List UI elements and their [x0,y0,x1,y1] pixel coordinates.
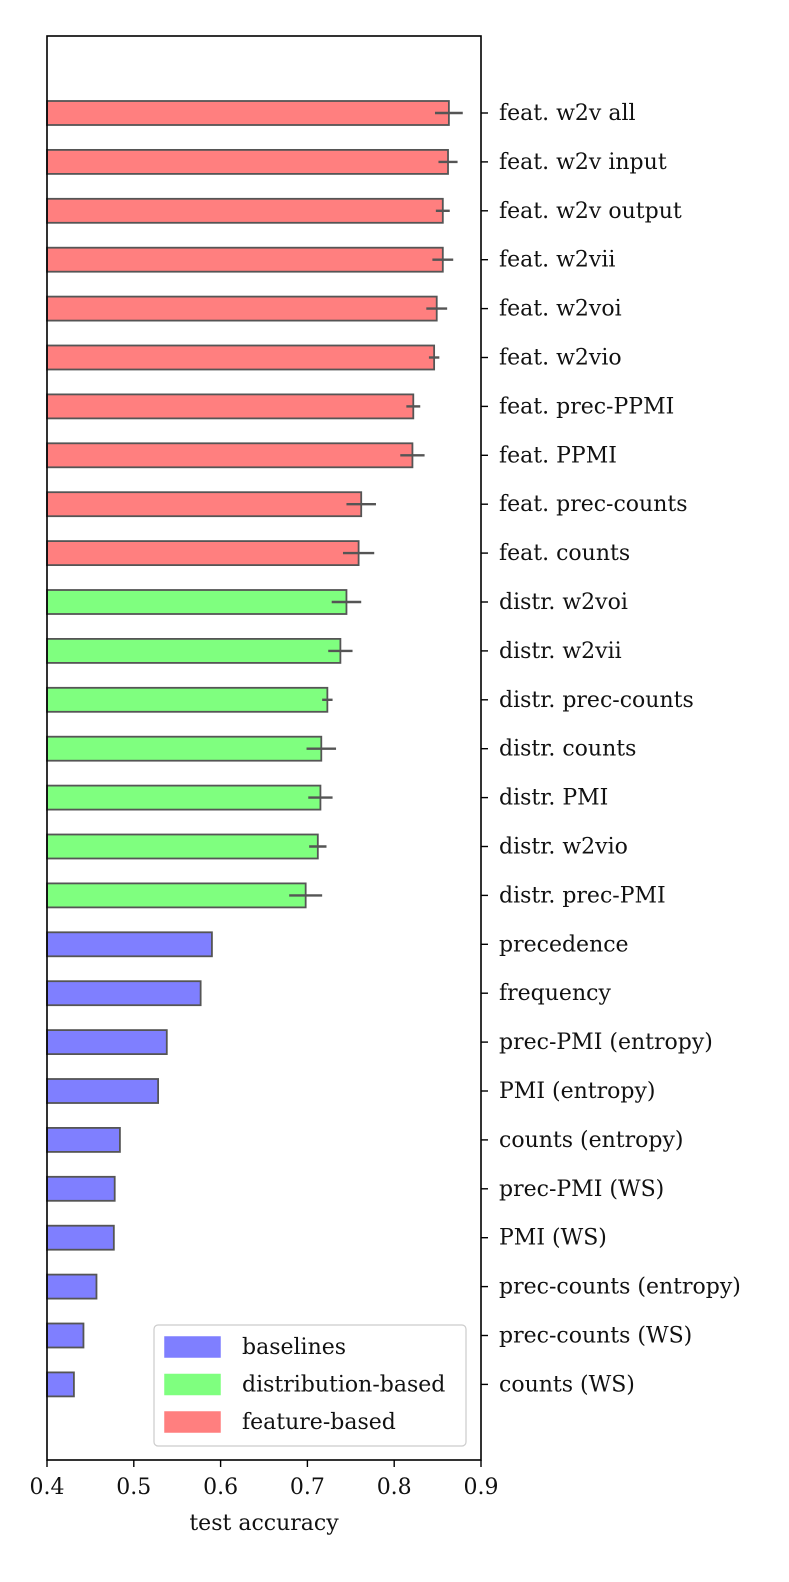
category-label: counts (entropy) [499,1128,684,1153]
category-label: feat. prec-counts [499,492,688,517]
category-label: feat. PPMI [499,443,617,468]
legend-swatch [164,1373,221,1396]
bar [46,197,444,224]
category-label: prec-PMI (entropy) [499,1030,713,1055]
x-tick-label: 0.4 [30,1475,65,1500]
category-label: PMI (entropy) [499,1079,655,1104]
bar [46,246,444,273]
bar [46,882,307,909]
category-label: feat. w2voi [499,297,622,322]
category-label: feat. w2vio [499,346,622,371]
legend-label: feature-based [242,1410,396,1435]
category-label: frequency [499,981,611,1006]
bar [46,1371,75,1398]
ticks-layer: 0.4 0.5 0.6 0.7 0.8 0.9 [30,112,499,1500]
category-label: distr. w2vii [499,639,622,664]
category-label: distr. w2voi [499,590,628,615]
bar [46,638,342,664]
category-label: precedence [499,932,629,957]
x-tick-label: 0.5 [116,1475,151,1500]
category-label: distr. prec-counts [499,688,694,713]
bar [46,1273,98,1300]
bar [46,100,450,126]
bar [46,784,322,811]
category-label: feat. counts [499,541,630,566]
bar [46,295,438,322]
x-tick-label: 0.6 [203,1475,238,1500]
legend-box [153,1324,467,1447]
category-label: feat. w2v all [499,101,636,126]
category-label: counts (WS) [499,1372,635,1397]
bar [46,148,449,175]
legend-label: baselines [242,1335,346,1360]
category-label: feat. prec-PPMI [499,394,674,419]
category-label: distr. counts [499,737,636,762]
bar [46,589,348,615]
bar [46,393,415,420]
category-labels-layer: feat. w2v all feat. w2v input feat. w2v ou… [499,101,741,1397]
x-tick-label: 0.7 [290,1475,325,1500]
bar [46,735,323,762]
bar [46,833,319,860]
legend-swatch [164,1411,221,1433]
category-label: feat. w2v input [499,150,667,175]
bar [46,1127,121,1153]
bar [46,344,436,371]
x-tick-label: 0.9 [464,1475,499,1500]
category-label: feat. w2v output [499,199,682,224]
bar [46,442,414,469]
category-label: prec-PMI (WS) [499,1177,664,1202]
bar [46,931,213,958]
x-tick-label: 0.8 [377,1475,412,1500]
legend-items: baselines distribution-based feature-based [164,1335,445,1435]
category-label: distr. prec-PMI [499,883,666,908]
category-label: feat. w2vii [499,248,615,273]
bar [46,1224,115,1251]
x-axis-label: test accuracy [189,1511,339,1536]
category-label: distr. w2vio [499,835,628,860]
legend-swatch [164,1336,221,1358]
bars-layer [46,100,450,1398]
error-bars-layer [289,111,463,897]
bar [46,980,202,1007]
legend: baselines distribution-based feature-based [153,1324,467,1447]
bar [46,1322,85,1349]
bar [46,686,329,713]
category-label: prec-counts (WS) [499,1324,692,1349]
category-label: distr. PMI [499,786,608,811]
category-label: PMI (WS) [499,1226,607,1251]
legend-label: distribution-based [242,1373,445,1398]
category-label: prec-counts (entropy) [499,1275,741,1300]
bar [46,1078,160,1104]
bar [46,1175,116,1202]
bar [46,1029,168,1055]
bar [46,491,363,518]
bar [46,540,360,566]
